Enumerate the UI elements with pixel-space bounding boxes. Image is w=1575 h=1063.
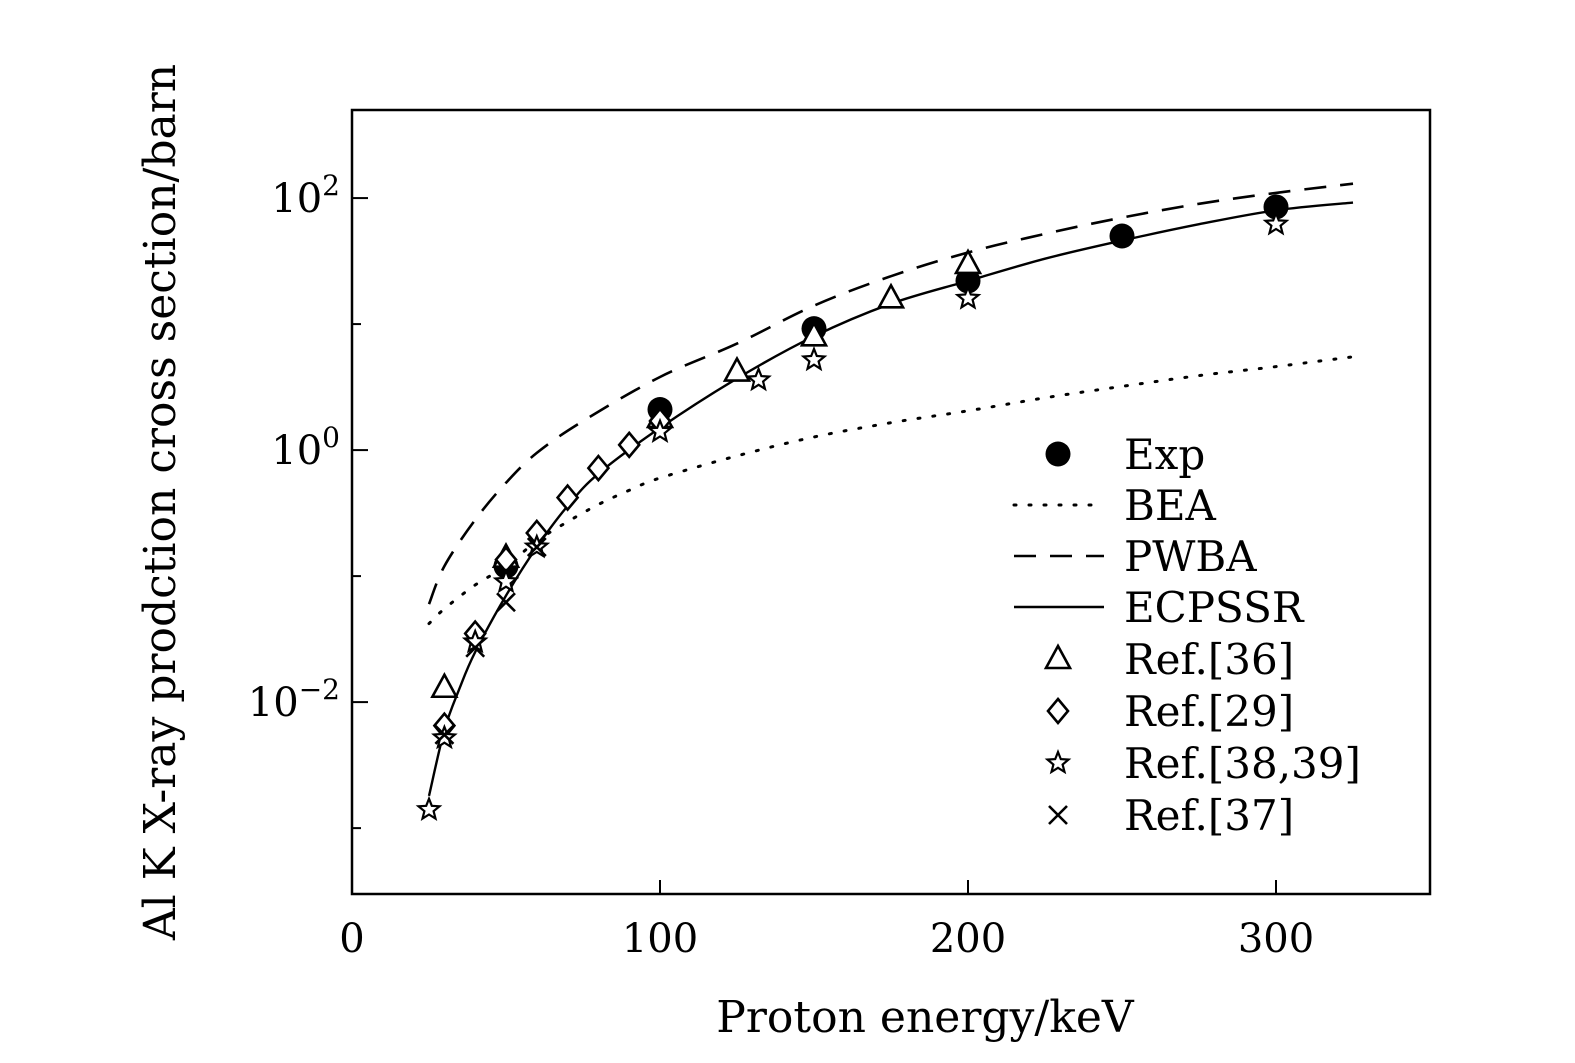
series-line-bea	[427, 355, 1355, 626]
x-tick-label: 0	[339, 916, 364, 962]
marker-ref-38-39	[800, 345, 828, 372]
y-tick-label: 102	[271, 169, 340, 222]
marker-exp	[1109, 223, 1135, 249]
legend: ExpBEAPWBAECPSSRRef.[36]Ref.[29]Ref.[38,…	[1012, 430, 1361, 840]
plot-frame	[350, 108, 1432, 896]
legend-symbol-ref-29	[1046, 696, 1070, 726]
legend-symbol-ref-37	[1048, 805, 1068, 825]
marker-ref-36	[876, 282, 906, 309]
markers	[415, 194, 1290, 822]
y-tick-label: 100	[271, 421, 340, 474]
legend-label-ref-29: Ref.[29]	[1124, 687, 1294, 736]
x-tick-label: 200	[930, 916, 1006, 962]
marker-ref-37	[434, 724, 455, 745]
legend-label-bea: BEA	[1124, 481, 1217, 530]
marker-ref-38-39	[1262, 210, 1290, 236]
y-axis-title: Al K X-ray prodction cross section/barn	[135, 64, 186, 941]
legend-symbol-exp	[1045, 441, 1071, 467]
marker-ref-37	[496, 592, 516, 613]
marker-ref-38-39	[492, 567, 520, 594]
marker-ref-36	[799, 320, 829, 347]
y-tick-label: 10−2	[248, 673, 340, 726]
marker-ref-29	[617, 430, 641, 459]
x-axis-title: Proton energy/keV	[716, 992, 1135, 1043]
marker-ref-38-39	[431, 723, 458, 750]
x-tick-label: 100	[622, 916, 698, 962]
marker-ref-36	[953, 248, 983, 275]
legend-label-ref-36: Ref.[36]	[1124, 635, 1294, 684]
legend-label-pwba: PWBA	[1124, 532, 1257, 581]
marker-ref-29	[586, 454, 611, 483]
marker-ref-37	[526, 537, 547, 557]
axis-ticks: 0 100 200 300 10−2 100 102	[248, 169, 1314, 962]
legend-label-ref-38-39: Ref.[38,39]	[1124, 739, 1361, 788]
x-tick-label: 300	[1238, 916, 1314, 962]
marker-ref-36	[722, 355, 752, 382]
marker-ref-37	[465, 637, 486, 658]
marker-exp	[955, 268, 981, 294]
legend-symbol-ref-38-39	[1044, 749, 1072, 775]
marker-ref-38-39	[415, 795, 443, 822]
legend-symbol-ref-36	[1043, 643, 1073, 670]
legend-label-ref-37: Ref.[37]	[1124, 791, 1294, 840]
marker-ref-38-39	[745, 366, 772, 392]
legend-label-exp: Exp	[1124, 430, 1205, 479]
marker-ref-38-39	[646, 417, 674, 444]
marker-ref-36	[430, 672, 459, 699]
marker-ref-38-39	[954, 284, 982, 310]
marker-exp	[1263, 194, 1289, 220]
marker-ref-29	[555, 483, 580, 512]
series-line-pwba	[427, 182, 1354, 605]
legend-label-ecpssr: ECPSSR	[1124, 583, 1305, 632]
